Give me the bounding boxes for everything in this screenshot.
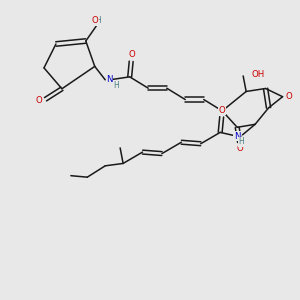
Text: N: N [106, 75, 113, 84]
Text: O: O [128, 50, 135, 59]
Text: H: H [114, 81, 119, 90]
Text: H: H [95, 16, 100, 25]
Text: N: N [234, 132, 240, 141]
Text: H: H [238, 137, 244, 146]
Text: O: O [35, 96, 42, 105]
Text: O: O [219, 106, 226, 115]
Text: O: O [286, 92, 292, 101]
Text: O: O [237, 144, 244, 153]
Text: OH: OH [251, 70, 265, 79]
Text: O: O [92, 16, 98, 25]
